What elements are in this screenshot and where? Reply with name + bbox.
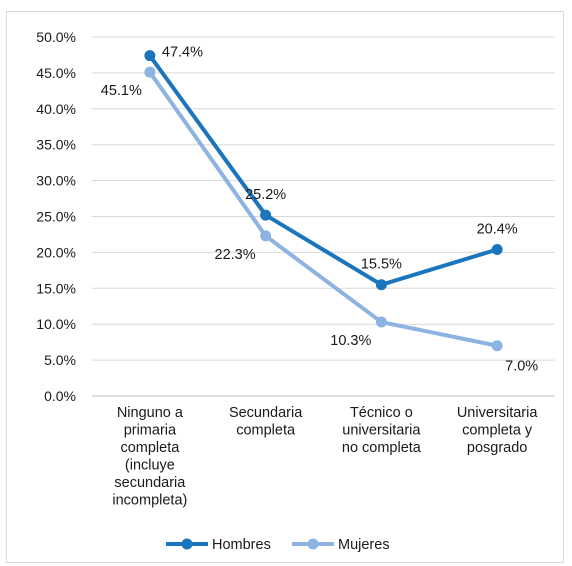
data-label: 20.4% (477, 222, 518, 238)
data-label: 10.3% (330, 333, 371, 349)
x-category-label: (incluye (125, 458, 175, 474)
data-point-hombres (260, 209, 272, 221)
data-label: 7.0% (505, 359, 538, 375)
x-category-label: Universitaria (457, 405, 539, 421)
data-label: 22.3% (215, 247, 256, 263)
x-category-label: no completa (342, 440, 422, 456)
data-point-mujeres (144, 66, 156, 78)
x-category-label: posgrado (467, 440, 527, 456)
y-tick-label: 40.0% (36, 101, 76, 117)
y-tick-label: 15.0% (36, 280, 76, 296)
y-tick-label: 5.0% (44, 352, 76, 368)
x-category-label: completa (120, 440, 180, 456)
series-line-mujeres (148, 71, 498, 348)
x-category-label: Técnico o (350, 405, 413, 421)
y-tick-label: 10.0% (36, 316, 76, 332)
x-category-label: completa y (462, 423, 533, 439)
x-category-label: completa (236, 423, 296, 439)
legend-label-mujeres: Mujeres (338, 537, 390, 553)
x-category-label: Secundaria (229, 405, 303, 421)
y-tick-label: 45.0% (36, 65, 76, 81)
x-category-label: incompleta) (112, 493, 187, 509)
data-label: 47.4% (162, 45, 203, 61)
x-category-label: universitaria (342, 423, 421, 439)
data-point-mujeres (491, 340, 503, 352)
data-point-hombres (375, 279, 387, 291)
legend-marker-mujeres (307, 538, 319, 550)
y-tick-label: 50.0% (36, 29, 76, 45)
y-tick-label: 0.0% (44, 388, 76, 404)
x-category-label: secundaria (114, 475, 186, 491)
x-category-label: primaria (124, 423, 177, 439)
data-point-mujeres (260, 230, 272, 242)
y-tick-label: 30.0% (36, 173, 76, 189)
data-point-hombres (144, 50, 156, 62)
data-point-hombres (491, 244, 503, 256)
data-label: 25.2% (245, 187, 286, 203)
chart-frame (6, 11, 564, 563)
data-label: 45.1% (101, 83, 142, 99)
data-label: 15.5% (361, 257, 402, 273)
x-category-label: Ninguno a (117, 405, 184, 421)
legend-label-hombres: Hombres (212, 537, 271, 553)
y-tick-label: 35.0% (36, 137, 76, 153)
series-line-hombres (148, 54, 498, 287)
y-tick-label: 25.0% (36, 209, 76, 225)
legend-marker-hombres (181, 538, 193, 550)
y-tick-label: 20.0% (36, 244, 76, 260)
data-point-mujeres (375, 316, 387, 328)
